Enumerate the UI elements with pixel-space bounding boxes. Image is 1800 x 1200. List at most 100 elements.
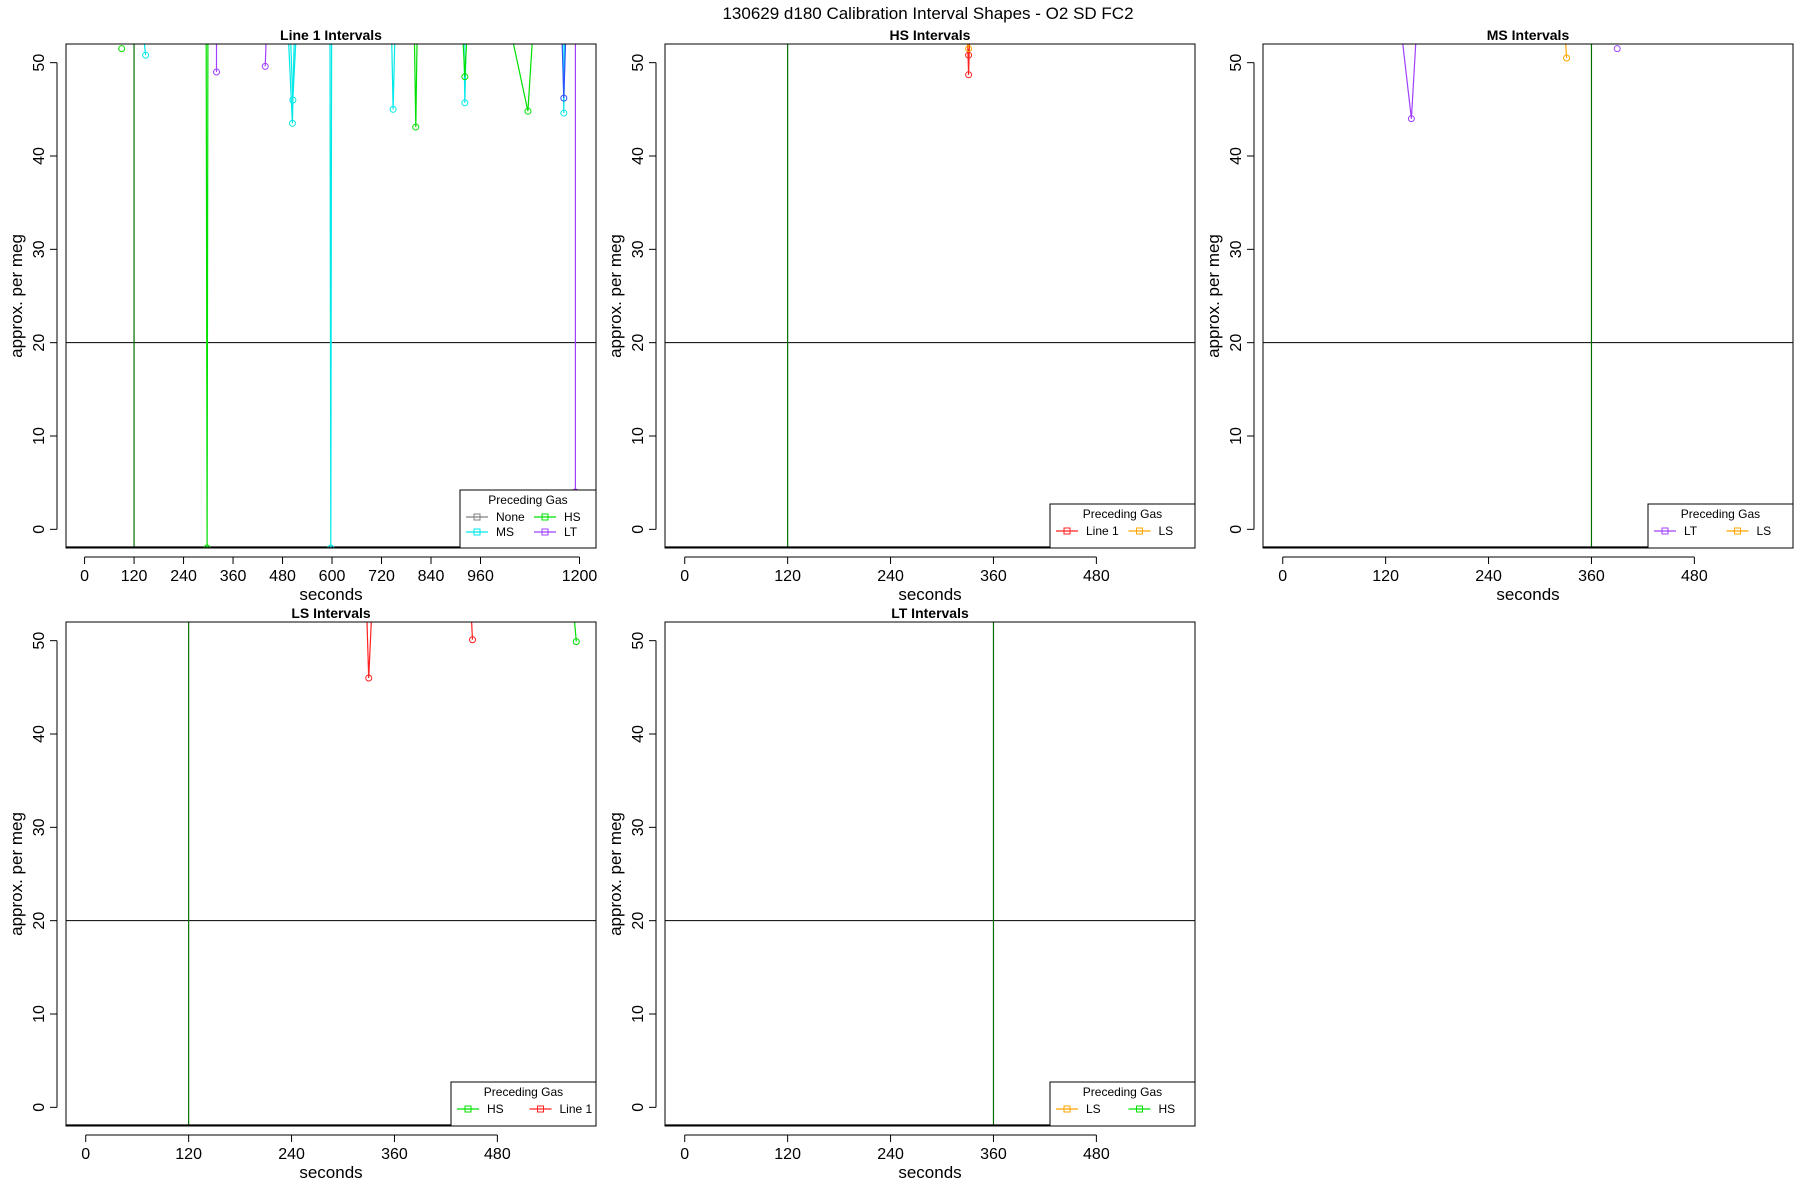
chart-panel-3: MS Intervals 0 120 240 360 480 seconds 0 10 20 30 4… [1204,27,1794,604]
x-tick-label: 0 [1278,568,1287,585]
legend-swatch-marker [1136,1105,1143,1113]
data-point [203,544,211,548]
data-series [118,44,579,548]
reference-lines [66,622,596,1126]
x-tick-label: 480 [484,1146,511,1163]
reference-lines [665,44,1195,548]
series-line-ms [391,44,396,110]
legend-swatch-marker [473,528,481,536]
legend-swatch-marker [541,528,549,536]
reference-lines [1263,44,1793,548]
data-series [965,44,973,79]
y-tick-label: 30 [31,818,48,836]
y-tick-label: 40 [31,725,48,743]
chart-panel-5: LT Intervals 0 120 240 360 480 seconds 0 10 20 30 4… [606,605,1196,1182]
series-line-lt [264,44,267,67]
x-tick-label: 360 [980,1146,1007,1163]
series-line-hs [462,44,468,77]
legend-entry-label: MS [496,525,514,539]
y-axis: 0 10 20 30 40 50 approx. per meg [606,54,657,534]
x-tick-label: 960 [467,568,494,585]
y-tick-label: 20 [1228,334,1245,352]
x-tick-label: 600 [319,568,346,585]
data-point [412,123,420,131]
legend-swatch-marker [1661,527,1669,535]
legend-box [1049,1081,1196,1127]
data-series [1402,44,1621,123]
panel-title: LS Intervals [291,605,371,621]
series-line-ms [143,44,147,56]
x-tick-label: 240 [170,568,197,585]
x-tick-label: 1200 [562,568,598,585]
data-point [461,99,469,107]
legend: Preceding Gas LS HS [1049,1081,1196,1127]
data-point [524,107,532,115]
y-tick-label: 0 [1228,525,1245,534]
legend-entry-label: LS [1159,524,1174,538]
x-tick-label: 480 [1083,568,1110,585]
data-point [288,119,296,127]
legend-title: Preceding Gas [1083,1085,1162,1099]
plot-frame [664,621,1196,1127]
y-tick-label: 50 [31,54,48,72]
y-axis: 0 10 20 30 40 50 approx. per meg [7,632,58,1112]
x-tick-label: 480 [1681,568,1708,585]
x-axis: 0 120 240 360 480 seconds [680,1134,1110,1182]
legend-title: Preceding Gas [1083,507,1162,521]
data-point [1613,45,1621,53]
plot-frame [1262,43,1794,549]
legend-box [459,489,597,549]
series-line-blue [561,44,567,99]
y-tick-label: 50 [31,632,48,650]
y-tick-label: 30 [1228,240,1245,258]
x-tick-label: 240 [278,1146,305,1163]
legend-box [1647,503,1794,549]
legend: Preceding Gas HS Line 1 [450,1081,597,1127]
x-tick-label: 240 [1475,568,1502,585]
series-line-hs [205,44,209,548]
legend: Preceding Gas Line 1 LS [1049,503,1196,549]
x-tick-label: 360 [381,1146,408,1163]
legend: Preceding Gas None HS MS LT [459,489,597,549]
x-tick-label: 360 [1578,568,1605,585]
x-tick-label: 120 [121,568,148,585]
x-tick-label: 480 [269,568,296,585]
x-tick-label: 0 [680,568,689,585]
series-line-ls [967,44,970,49]
panel-title: LT Intervals [891,605,969,621]
figure-title: 130629 d180 Calibration Interval Shapes … [722,4,1133,23]
x-tick-label: 0 [81,1146,90,1163]
legend-entry-label: LT [564,525,578,539]
series-line-ms [290,44,297,101]
data-point [213,68,221,76]
x-axis: 0 120 240 360 480 600 720 840 960 1200 seconds [80,556,598,604]
series-line-line-1 [366,622,372,679]
legend-swatch-marker [464,1105,472,1113]
data-point [560,109,568,117]
data-point [261,62,269,70]
data-point [461,73,469,81]
series-line-ls [1565,44,1568,59]
x-tick-label: 120 [175,1146,202,1163]
legend-swatch-marker [1734,527,1741,535]
x-tick-label: 120 [1372,568,1399,585]
data-series [365,622,580,682]
y-tick-label: 10 [1228,427,1245,445]
y-axis-label: approx. per meg [606,234,625,358]
y-tick-label: 20 [630,912,647,930]
legend-entry-label: LS [1757,524,1772,538]
legend-title: Preceding Gas [484,1085,563,1099]
y-tick-label: 40 [630,147,647,165]
chart-panel-2: HS Intervals 0 120 240 360 480 seconds 0 10 20 30 4… [606,27,1196,604]
y-tick-label: 50 [630,632,647,650]
legend-entry-label: LS [1086,1102,1101,1116]
x-tick-label: 240 [877,568,904,585]
legend-title: Preceding Gas [488,493,567,507]
y-tick-label: 0 [630,1103,647,1112]
x-axis-label: seconds [299,585,362,604]
data-point [572,638,580,646]
y-tick-label: 40 [1228,147,1245,165]
y-tick-label: 0 [31,525,48,534]
y-tick-label: 10 [630,1005,647,1023]
